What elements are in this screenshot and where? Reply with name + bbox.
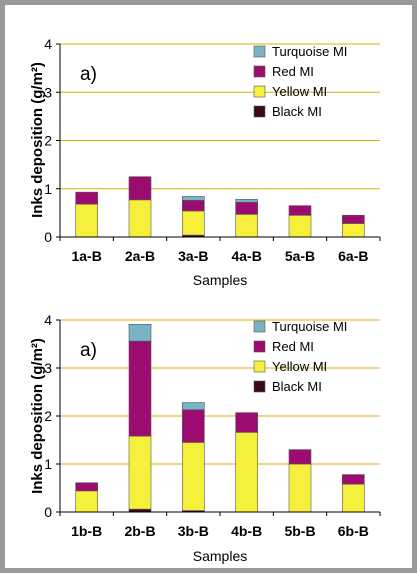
y-tick-label: 1 bbox=[44, 181, 52, 197]
bar-turquoise-mi-3a-B bbox=[182, 196, 205, 201]
y-tick-label: 0 bbox=[44, 229, 52, 245]
x-tick-label: 4a-B bbox=[231, 248, 261, 264]
legend-swatch-yellow-mi bbox=[253, 85, 266, 98]
chart-panel-2: 0 1 2 3 4 1b-B 2b-B 3b-B 4b-B 5b-B 6b-B a) Inks depo… bbox=[29, 312, 381, 564]
bar-red-mi-6a-B bbox=[342, 214, 365, 224]
bar-red-mi-6b-B bbox=[342, 474, 365, 485]
bar-yellow-mi-3b-B bbox=[182, 442, 205, 511]
legend: Turquoise MI Red MI Yellow MI Black MI bbox=[253, 44, 347, 119]
y-tick-label: 3 bbox=[44, 84, 52, 100]
bar-yellow-mi-3a-B bbox=[182, 210, 205, 236]
bar-red-mi-4b-B bbox=[235, 412, 258, 433]
bar-yellow-mi-1b-B bbox=[75, 490, 98, 513]
bar-red-mi-2b-B bbox=[128, 340, 152, 437]
legend-label: Yellow MI bbox=[272, 84, 327, 99]
bar-yellow-mi-2b-B bbox=[128, 435, 152, 510]
y-tick-label: 0 bbox=[44, 504, 52, 520]
bar-red-mi-3a-B bbox=[182, 200, 205, 212]
panel-label: a) bbox=[80, 64, 97, 85]
x-tick-label: 2a-B bbox=[125, 248, 155, 264]
bar-yellow-mi-5b-B bbox=[288, 463, 312, 513]
y-tick-label: 2 bbox=[44, 408, 52, 424]
bar-yellow-mi-4a-B bbox=[235, 214, 258, 238]
y-tick-label: 2 bbox=[44, 133, 52, 149]
bar-turquoise-mi-2b-B bbox=[128, 324, 152, 342]
legend-swatch-red-mi bbox=[253, 340, 266, 353]
bar-yellow-mi-2a-B bbox=[128, 199, 152, 238]
x-tick-label: 5a-B bbox=[285, 248, 315, 264]
bar-yellow-mi-5a-B bbox=[288, 214, 312, 238]
panel-label: a) bbox=[80, 340, 97, 361]
legend-label: Red MI bbox=[272, 339, 314, 354]
bar-red-mi-1b-B bbox=[75, 482, 98, 492]
bar-red-mi-1a-B bbox=[75, 191, 98, 205]
legend-label: Turquoise MI bbox=[272, 319, 347, 334]
x-axis-title: Samples bbox=[193, 272, 247, 288]
chart-panel-1: 0 1 2 3 4 1a-B 2a-B 3a-B 4a-B 5a-B 6a-B a) Inks depo… bbox=[29, 36, 381, 288]
x-tick-label: 5b-B bbox=[284, 523, 315, 539]
bar-yellow-mi-6b-B bbox=[342, 483, 365, 513]
bar-yellow-mi-6a-B bbox=[342, 223, 365, 238]
x-tick-label: 2b-B bbox=[124, 523, 155, 539]
legend-label: Yellow MI bbox=[272, 359, 327, 374]
legend-label: Turquoise MI bbox=[272, 44, 347, 59]
x-tick-label: 3a-B bbox=[178, 248, 208, 264]
y-axis-title: Inks deposition (g/m²) bbox=[29, 62, 46, 218]
y-tick-label: 4 bbox=[44, 36, 52, 52]
bar-turquoise-mi-3b-B bbox=[182, 402, 205, 411]
legend-label: Red MI bbox=[272, 64, 314, 79]
legend: Turquoise MI Red MI Yellow MI Black MI bbox=[253, 319, 347, 394]
x-tick-label: 6b-B bbox=[338, 523, 369, 539]
y-tick-label: 3 bbox=[44, 360, 52, 376]
bar-red-mi-3b-B bbox=[182, 409, 205, 443]
legend-label: Black MI bbox=[272, 104, 322, 119]
bar-red-mi-5a-B bbox=[288, 205, 312, 216]
legend-label: Black MI bbox=[272, 379, 322, 394]
y-tick-label: 4 bbox=[44, 312, 52, 328]
bar-red-mi-5b-B bbox=[288, 449, 312, 465]
x-tick-label: 4b-B bbox=[231, 523, 262, 539]
bar-yellow-mi-4b-B bbox=[235, 432, 258, 513]
bar-turquoise-mi-4a-B bbox=[235, 199, 258, 203]
y-axis-title: Inks deposition (g/m²) bbox=[29, 338, 46, 494]
legend-swatch-turquoise-mi bbox=[253, 45, 266, 58]
y-tick-label: 1 bbox=[44, 456, 52, 472]
legend-swatch-yellow-mi bbox=[253, 360, 266, 373]
x-tick-label: 3b-B bbox=[178, 523, 209, 539]
bar-red-mi-2a-B bbox=[128, 176, 152, 201]
x-tick-label: 1a-B bbox=[71, 248, 101, 264]
x-tick-label: 6a-B bbox=[338, 248, 368, 264]
x-tick-label: 1b-B bbox=[71, 523, 102, 539]
legend-swatch-turquoise-mi bbox=[253, 320, 266, 333]
legend-swatch-black-mi bbox=[253, 380, 266, 393]
legend-swatch-red-mi bbox=[253, 65, 266, 78]
bar-red-mi-4a-B bbox=[235, 201, 258, 215]
legend-swatch-black-mi bbox=[253, 105, 266, 118]
bar-yellow-mi-1a-B bbox=[75, 203, 98, 238]
x-axis-title: Samples bbox=[193, 548, 247, 564]
